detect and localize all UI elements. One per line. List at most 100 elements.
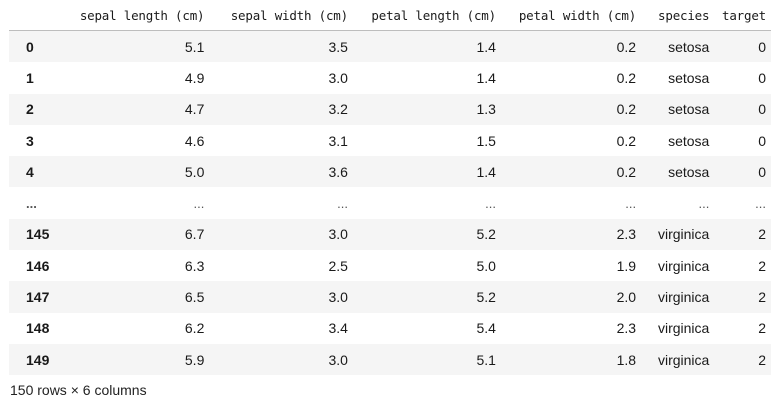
table-row: 146 6.3 2.5 5.0 1.9 virginica 2	[9, 250, 771, 281]
table-cell: 5.0	[184, 163, 205, 180]
table-row: 149 5.9 3.0 5.1 1.8 virginica 2	[9, 343, 771, 376]
table-cell: 2.0	[616, 289, 637, 306]
table-cell: 1.9	[616, 257, 637, 274]
table-cell: 0.2	[616, 101, 637, 118]
table-cell: 5.0	[476, 257, 496, 274]
table-cell: 6.5	[184, 289, 205, 306]
table-cell: 5.9	[184, 351, 205, 368]
row-index: 0	[26, 38, 34, 55]
table-cell: 0.2	[616, 163, 637, 180]
table-cell: setosa	[668, 38, 710, 55]
table-cell: setosa	[668, 163, 710, 180]
table-row: 147 6.5 3.0 5.2 2.0 virginica 2	[9, 281, 771, 313]
table-cell: 5.2	[476, 289, 496, 306]
table-cell: 6.2	[184, 320, 205, 337]
header-row: sepal length (cm) sepal width (cm) petal…	[9, 0, 771, 31]
column-header-sepal-length: sepal length (cm)	[54, 0, 210, 31]
dataframe-table: sepal length (cm) sepal width (cm) petal…	[9, 0, 771, 376]
table-cell: ...	[625, 195, 637, 211]
table-header: sepal length (cm) sepal width (cm) petal…	[9, 0, 771, 31]
row-index: 148	[26, 320, 50, 337]
table-cell: 0.2	[616, 38, 637, 55]
table-cell: 0	[758, 38, 766, 55]
table-cell: 4.9	[184, 69, 205, 86]
table-cell: 0	[758, 163, 766, 180]
table-cell: 1.8	[616, 351, 637, 368]
row-index: 149	[26, 351, 50, 368]
table-row: 1 4.9 3.0 1.4 0.2 setosa 0	[9, 62, 771, 93]
table-row-ellipsis: .....................	[9, 187, 771, 218]
table-cell: ...	[193, 195, 205, 211]
table-body: 0 5.1 3.5 1.4 0.2 setosa 0 1 4.9 3.0 1.4 0.2 setosa 0…	[9, 30, 771, 376]
table-cell: 3.1	[328, 132, 348, 149]
table-cell: 3.4	[328, 320, 348, 337]
table-cell: ...	[337, 195, 348, 211]
table-row: 3 4.6 3.1 1.5 0.2 setosa 0	[9, 125, 771, 156]
table-cell: 5.1	[184, 38, 205, 55]
table-cell: 4.6	[184, 132, 205, 149]
row-index: 147	[26, 289, 50, 306]
row-index: ...	[26, 195, 37, 211]
table-cell: virginica	[657, 351, 710, 368]
index-header	[9, 0, 55, 31]
column-header-target: target	[714, 0, 771, 31]
table-cell: 0	[758, 69, 766, 86]
table-cell: 1.3	[476, 101, 496, 118]
column-header-sepal-width: sepal width (cm)	[209, 0, 353, 31]
table-cell: 3.2	[328, 101, 348, 118]
table-cell: 5.4	[476, 320, 496, 337]
row-index: 145	[26, 226, 50, 243]
table-cell: 1.5	[476, 132, 496, 149]
table-row: 4 5.0 3.6 1.4 0.2 setosa 0	[9, 156, 771, 188]
table-cell: virginica	[657, 226, 710, 243]
table-cell: 2	[758, 257, 766, 274]
table-cell: 3.0	[328, 289, 348, 306]
row-index: 2	[26, 101, 34, 118]
table-cell: 3.0	[328, 226, 348, 243]
table-row: 145 6.7 3.0 5.2 2.3 virginica 2	[9, 218, 771, 251]
table-cell: virginica	[657, 289, 710, 306]
column-header-petal-width: petal width (cm)	[500, 0, 642, 31]
column-header-species: species	[641, 0, 715, 31]
table-cell: virginica	[657, 257, 710, 274]
table-cell: 0.2	[616, 69, 637, 86]
table-cell: virginica	[657, 320, 710, 337]
table-cell: 0	[758, 101, 766, 118]
table-cell: 4.7	[184, 101, 205, 118]
table-cell: ...	[698, 195, 710, 211]
table-cell: 0.2	[616, 132, 637, 149]
table-row: 0 5.1 3.5 1.4 0.2 setosa 0	[9, 30, 771, 63]
table-cell: 2	[758, 320, 766, 337]
table-cell: 3.0	[328, 351, 348, 368]
row-index: 3	[26, 132, 34, 149]
table-cell: ...	[485, 195, 496, 211]
table-cell: 5.1	[476, 351, 496, 368]
table-cell: setosa	[668, 101, 710, 118]
table-cell: 0	[758, 132, 766, 149]
table-cell: 2.3	[616, 320, 637, 337]
table-cell: 2	[758, 226, 766, 243]
column-header-petal-length: petal length (cm)	[352, 0, 501, 31]
table-cell: 1.4	[476, 163, 496, 180]
table-cell: 2	[758, 289, 766, 306]
table-row: 2 4.7 3.2 1.3 0.2 setosa 0	[9, 93, 771, 125]
row-index: 146	[26, 257, 50, 274]
table-cell: 3.6	[328, 163, 348, 180]
table-cell: 6.3	[184, 257, 205, 274]
row-index: 1	[26, 69, 34, 86]
table-cell: 1.4	[476, 38, 496, 55]
shape-summary: 150 rows × 6 columns	[10, 382, 147, 399]
table-cell: 2	[758, 351, 766, 368]
table-cell: 1.4	[476, 69, 496, 86]
table-cell: setosa	[668, 132, 710, 149]
dataframe-output: sepal length (cm) sepal width (cm) petal…	[9, 0, 771, 399]
table-cell: 5.2	[476, 226, 496, 243]
table-cell: ...	[755, 195, 766, 211]
table-cell: 2.5	[328, 257, 348, 274]
table-cell: setosa	[668, 69, 710, 86]
table-row: 148 6.2 3.4 5.4 2.3 virginica 2	[9, 313, 771, 344]
row-index: 4	[26, 163, 34, 180]
table-cell: 2.3	[616, 226, 637, 243]
table-cell: 6.7	[184, 226, 205, 243]
table-cell: 3.0	[328, 69, 348, 86]
